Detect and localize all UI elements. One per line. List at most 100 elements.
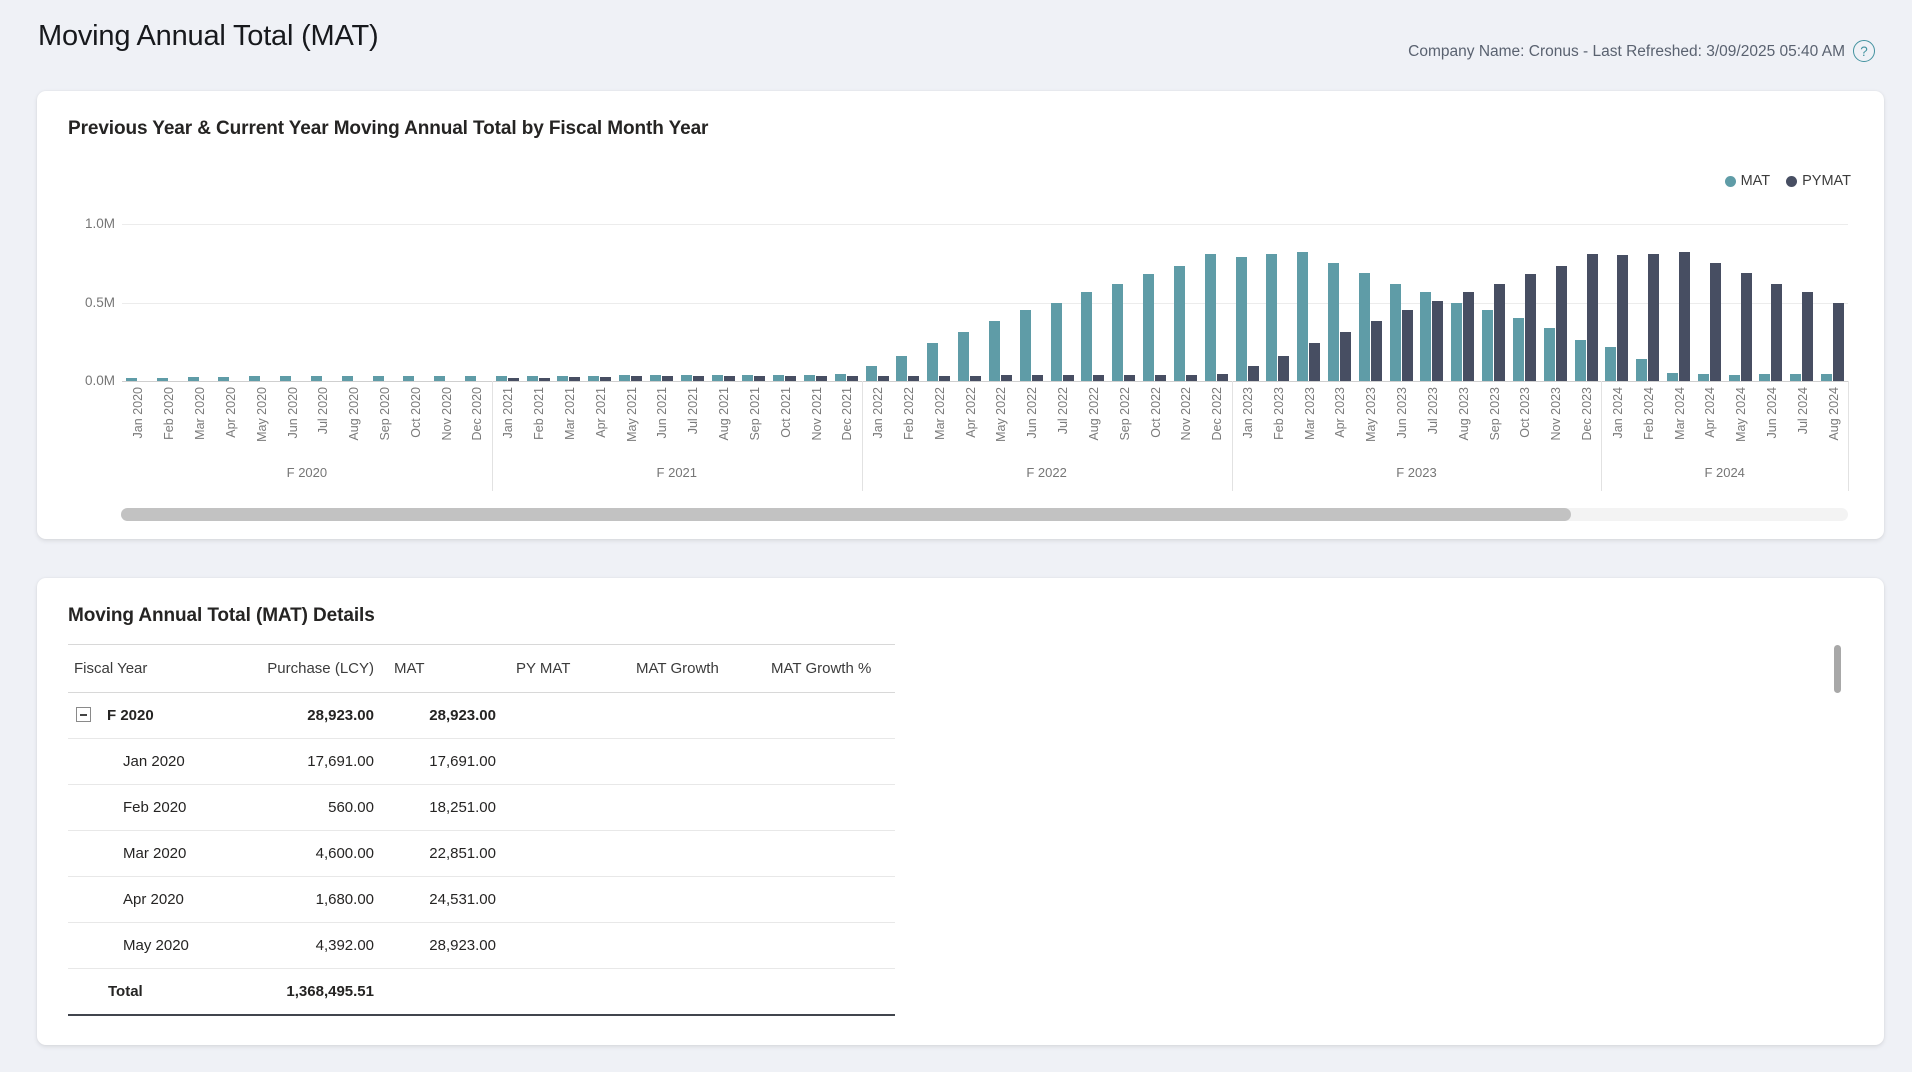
chart-horizontal-scrollbar-thumb[interactable]	[121, 508, 1571, 521]
chart-bar-pymat[interactable]	[1648, 253, 1660, 381]
chart-bar-mat[interactable]	[249, 376, 261, 381]
chart-bar-mat[interactable]	[341, 376, 353, 381]
chart-bar-mat[interactable]	[896, 355, 908, 381]
chart-bar-pymat[interactable]	[1494, 283, 1506, 381]
table-row-detail[interactable]: Feb 2020 560.00 18,251.00	[68, 784, 895, 831]
chart-bar-mat[interactable]	[680, 375, 692, 381]
chart-bar-pymat[interactable]	[692, 376, 704, 381]
chart-bar-pymat[interactable]	[507, 378, 519, 381]
chart-bar-mat[interactable]	[711, 375, 723, 381]
table-row-group[interactable]: F 2020 28,923.00 28,923.00	[68, 692, 895, 739]
chart-bar-mat[interactable]	[865, 366, 877, 381]
chart-bar-pymat[interactable]	[1771, 283, 1783, 381]
chart-bar-mat[interactable]	[619, 375, 631, 381]
chart-bar-mat[interactable]	[1297, 252, 1309, 381]
chart-bar-pymat[interactable]	[908, 376, 920, 381]
chart-bar-mat[interactable]	[1697, 374, 1709, 381]
chart-bar-mat[interactable]	[526, 376, 538, 381]
chart-bar-pymat[interactable]	[754, 376, 766, 381]
chart-bar-mat[interactable]	[1050, 302, 1062, 381]
chart-bar-mat[interactable]	[1451, 302, 1463, 381]
chart-bar-pymat[interactable]	[1278, 355, 1290, 381]
chart-bar-pymat[interactable]	[1401, 310, 1413, 381]
chart-bar-pymat[interactable]	[723, 376, 735, 381]
legend-item-mat[interactable]: MAT	[1724, 173, 1770, 189]
chart-bar-pymat[interactable]	[1679, 252, 1690, 381]
chart-bar-mat[interactable]	[1605, 346, 1617, 381]
table-row-detail[interactable]: Apr 2020 1,680.00 24,531.00	[68, 876, 895, 923]
chart-bar-pymat[interactable]	[1370, 321, 1382, 381]
chart-bar-pymat[interactable]	[1524, 274, 1536, 381]
chart-bar-pymat[interactable]	[1309, 343, 1321, 381]
chart-bar-mat[interactable]	[557, 375, 569, 381]
chart-bar-pymat[interactable]	[1586, 253, 1598, 381]
chart-bar-pymat[interactable]	[569, 377, 581, 381]
chart-horizontal-scrollbar[interactable]	[121, 508, 1848, 521]
chart-bar-mat[interactable]	[742, 375, 754, 381]
chart-bar-pymat[interactable]	[1216, 374, 1228, 381]
chart-bar-pymat[interactable]	[1155, 374, 1166, 381]
chart-bar-mat[interactable]	[988, 321, 1000, 381]
chart-bar-mat[interactable]	[464, 376, 476, 381]
table-row-detail[interactable]: May 2020 4,392.00 28,923.00	[68, 922, 895, 969]
legend-item-pymat[interactable]: PYMAT	[1786, 173, 1851, 189]
chart-bar-mat[interactable]	[1112, 283, 1124, 381]
chart-bar-pymat[interactable]	[816, 376, 827, 381]
chart-bar-mat[interactable]	[1543, 327, 1555, 381]
chart-bar-pymat[interactable]	[1617, 255, 1629, 381]
chart-bar-mat[interactable]	[1728, 375, 1740, 381]
column-header-py-mat[interactable]: PY MAT	[502, 644, 622, 693]
chart-bar-mat[interactable]	[1759, 374, 1771, 381]
chart-bar-mat[interactable]	[403, 376, 415, 381]
chart-bar-mat[interactable]	[156, 378, 168, 381]
chart-bar-mat[interactable]	[1482, 310, 1494, 381]
chart-bar-pymat[interactable]	[1062, 375, 1074, 381]
chart-bar-pymat[interactable]	[538, 378, 550, 381]
chart-bar-pymat[interactable]	[1124, 375, 1136, 381]
chart-bar-pymat[interactable]	[1185, 374, 1197, 381]
chart-bar-mat[interactable]	[1358, 272, 1370, 381]
chart-bar-mat[interactable]	[1143, 274, 1154, 381]
table-row-total[interactable]: Total 1,368,495.51	[68, 968, 895, 1016]
chart-bar-pymat[interactable]	[785, 376, 797, 381]
collapse-minus-icon[interactable]	[76, 707, 91, 722]
chart-bar-mat[interactable]	[1821, 373, 1833, 381]
chart-bar-mat[interactable]	[1327, 263, 1339, 382]
table-row-detail[interactable]: Mar 2020 4,600.00 22,851.00	[68, 830, 895, 877]
chart-bar-mat[interactable]	[588, 375, 600, 381]
help-icon[interactable]	[1853, 40, 1875, 62]
chart-bar-pymat[interactable]	[1093, 375, 1105, 381]
chart-bar-pymat[interactable]	[1432, 300, 1444, 381]
chart-bar-mat[interactable]	[773, 374, 785, 381]
chart-bar-mat[interactable]	[280, 376, 291, 381]
chart-bar-mat[interactable]	[1420, 291, 1432, 381]
chart-bar-mat[interactable]	[1790, 374, 1802, 381]
chart-bar-mat[interactable]	[218, 377, 230, 381]
table-vertical-scrollbar[interactable]	[1834, 645, 1841, 693]
chart-bar-pymat[interactable]	[877, 376, 889, 381]
column-header-mat-growth[interactable]: MAT Growth	[622, 644, 757, 693]
chart-bar-mat[interactable]	[1019, 310, 1031, 381]
chart-bar-mat[interactable]	[649, 375, 661, 381]
chart-bar-pymat[interactable]	[1833, 302, 1845, 381]
chart-bar-pymat[interactable]	[1709, 263, 1721, 382]
chart-bar-mat[interactable]	[1204, 253, 1216, 381]
chart-bar-mat[interactable]	[1574, 340, 1586, 381]
chart-bar-mat[interactable]	[434, 376, 446, 381]
column-header-fiscal-year[interactable]: Fiscal Year	[68, 644, 218, 693]
chart-bar-pymat[interactable]	[846, 376, 858, 381]
chart-bar-mat[interactable]	[804, 374, 815, 381]
chart-bar-pymat[interactable]	[939, 375, 951, 381]
column-header-mat[interactable]: MAT	[380, 644, 502, 693]
chart-bar-mat[interactable]	[1667, 373, 1678, 381]
chart-bar-mat[interactable]	[1266, 253, 1278, 381]
chart-bar-pymat[interactable]	[1247, 366, 1259, 381]
chart-bar-mat[interactable]	[958, 332, 970, 381]
column-header-purchase-lcy[interactable]: Purchase (LCY)	[218, 644, 380, 693]
chart-bar-mat[interactable]	[1636, 359, 1648, 381]
chart-bar-mat[interactable]	[310, 376, 322, 381]
column-header-mat-growth-pct[interactable]: MAT Growth %	[757, 644, 895, 693]
chart-bar-pymat[interactable]	[1463, 291, 1475, 381]
chart-bar-pymat[interactable]	[600, 377, 612, 381]
chart-bar-pymat[interactable]	[1000, 375, 1012, 381]
